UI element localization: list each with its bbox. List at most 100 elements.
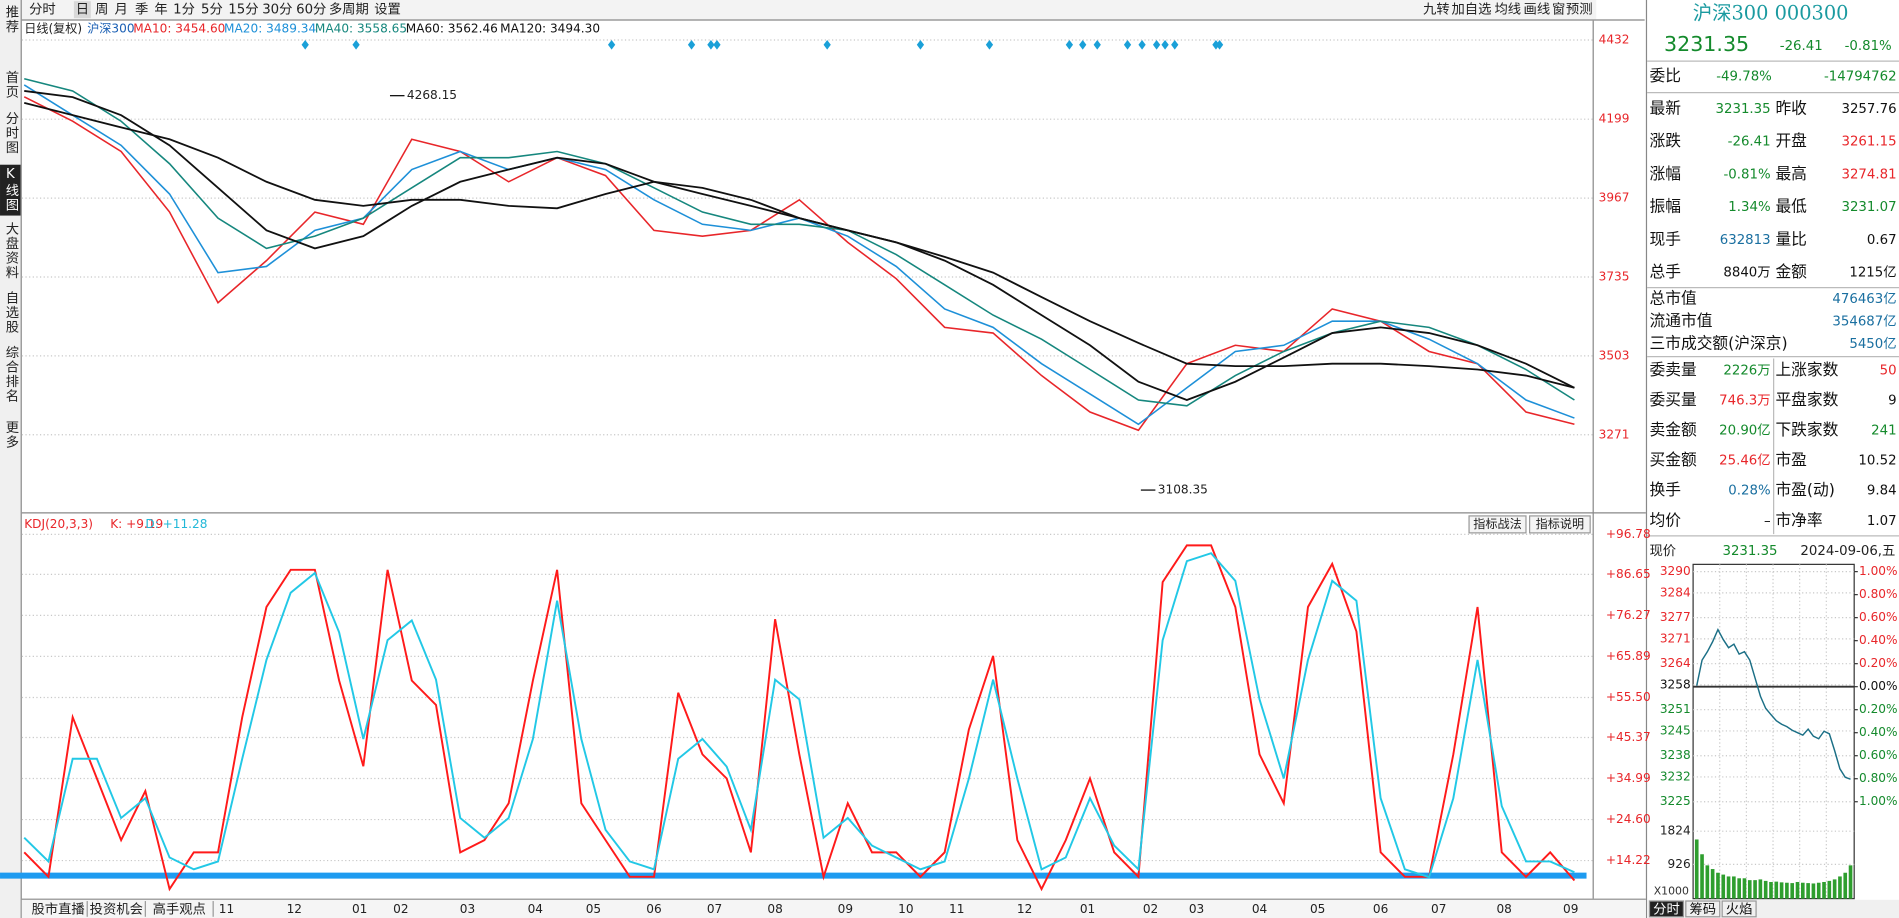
y-tick-label: +14.22 [1606,853,1651,867]
chart-name: 沪深300 [87,22,134,36]
y-tick-label: 3245 [1660,723,1691,737]
toolbar-tab[interactable]: 日 [76,3,89,18]
intraday-tab[interactable] [1685,900,1721,918]
intraday-tabs-bar [1647,899,1899,918]
volume-bar [1848,865,1853,899]
stats-cell: 委卖量 [1650,360,1697,379]
ma-legend: MA20: 3489.34 [224,22,316,36]
bottom-tab[interactable]: 股市直播 [32,901,85,918]
toolbar-button[interactable]: 九转 [1423,2,1450,18]
signal-marker [687,39,696,50]
x-tick-label: 10 [898,902,913,916]
stats-cell: 买金额 [1650,450,1697,469]
toolbar-button[interactable]: 均线 [1494,2,1521,18]
indicator-button-label[interactable]: 指标战法 [1473,516,1521,531]
y2-tick-label: 0.80% [1859,771,1897,785]
x-tick-label: 09 [838,902,853,916]
quote-title: 沪深300 000300 [1693,2,1849,25]
intraday-tab[interactable] [1721,900,1757,918]
y-tick-label: 3264 [1660,656,1691,670]
quote-weibi: 委比 [1650,66,1681,85]
sidebar-active [0,164,21,216]
y-tick-label: 3967 [1599,191,1630,205]
indicator-button-label[interactable]: 指标说明 [1536,516,1584,531]
sidebar-tab[interactable]: 分时图 [3,111,19,155]
sidebar-tab[interactable]: 首页 [3,70,19,99]
y-tick-label: +24.60 [1606,812,1651,826]
toolbar-button[interactable]: 窗 [1552,1,1565,18]
ma-legend: MA40: 3558.65 [315,22,407,36]
quote-cell: 昨收 [1775,98,1807,117]
indicator-button[interactable] [1529,515,1591,534]
sidebar-tab[interactable]: 综合排名 [3,345,19,403]
bottom-tab[interactable]: 高手观点 [153,901,206,918]
ma-legend: MA10: 3454.60 [133,22,225,36]
market-cell: 476463亿 [1832,291,1896,307]
kdj-title: KDJ(20,3,3) [24,517,93,531]
x-tick-label: 11 [949,902,964,916]
volume-bar [1832,879,1837,899]
sidebar-tab[interactable]: 推荐 [3,5,19,34]
stats-cell: 平盘家数 [1775,390,1838,409]
toolbar-tab[interactable]: 年 [154,2,167,18]
toolbar-tab[interactable]: 分时 [29,2,56,18]
intraday-tab-label[interactable]: 火焰 [1726,902,1753,918]
y-tick-label: 1824 [1660,824,1691,838]
x-tick-label: 02 [393,902,408,916]
quote-cell: 3257.76 [1842,102,1897,117]
toolbar-tab[interactable]: 1分 [173,2,195,18]
volume-bar [1822,881,1826,899]
bottom-tab[interactable]: 投资机会 [90,902,143,918]
toolbar-tab[interactable]: 30分 [262,2,292,18]
sidebar-tab[interactable]: 自选股 [3,290,19,334]
y2-tick-label: 0.00% [1859,679,1897,693]
x-tick-label: 09 [1563,902,1578,916]
x-tick-label: 12 [1017,902,1032,916]
toolbar-tab[interactable]: 60分 [296,2,326,18]
x-tick-label: 04 [1252,902,1268,916]
quote-price: 3231.35 [1664,32,1749,56]
stats-cell: 市净率 [1775,510,1822,529]
sidebar-tab[interactable]: 更多 [3,420,19,449]
y2-tick-label: 0.20% [1859,656,1897,670]
quote-cell: -0.81% [1724,167,1771,182]
toolbar-button[interactable]: 加自选 [1451,2,1491,18]
stats-cell: 委买量 [1650,390,1697,409]
y-tick-label: 3284 [1660,585,1691,599]
toolbar-button[interactable]: 预测 [1566,2,1593,18]
toolbar-tab[interactable]: 月 [114,3,127,18]
toolbar-button[interactable]: 画线 [1524,2,1551,18]
sidebar-tab[interactable]: K线图 [3,167,19,212]
x-tick-label: 04 [528,902,544,916]
quote-cell: 开盘 [1775,131,1807,150]
quote-cell: 涨幅 [1650,164,1681,183]
toolbar-tab[interactable]: 15分 [228,2,258,18]
quote-cell: 0.67 [1867,233,1897,248]
toolbar-tab[interactable]: 多周期 [329,1,369,18]
sidebar-tab[interactable]: 大盘资料 [3,221,19,279]
toolbar [21,0,1597,20]
stats-cell: 241 [1871,424,1896,439]
y2-tick-label: 0.60% [1859,610,1897,624]
y-tick-label: 3290 [1660,564,1691,578]
quote-cell: 1.34% [1728,200,1770,215]
sidebar [0,0,21,918]
intraday-tab[interactable] [1648,900,1685,918]
y-tick-label: 3271 [1599,427,1630,441]
stats-cell: 下跌家数 [1775,420,1838,439]
market-cell: 总市值 [1650,289,1697,308]
quote-cell: 最新 [1650,98,1682,117]
quote-cell: 3261.15 [1842,135,1897,150]
toolbar-tab[interactable]: 5分 [201,2,223,18]
toolbar-tab[interactable]: 设置 [374,2,401,18]
indicator-button[interactable] [1468,515,1527,534]
stats-cell: 9.84 [1867,484,1897,499]
signal-marker [1079,39,1087,50]
intraday-tab-label[interactable]: 筹码 [1689,901,1716,918]
intraday-tab-label[interactable]: 分时 [1653,902,1680,918]
toolbar-tab[interactable]: 季 [135,2,148,18]
toolbar-tab[interactable]: 周 [95,3,108,18]
signal-marker [1138,39,1146,50]
x-tick-label: 06 [1373,902,1388,916]
quote-cell: 最高 [1775,164,1806,183]
